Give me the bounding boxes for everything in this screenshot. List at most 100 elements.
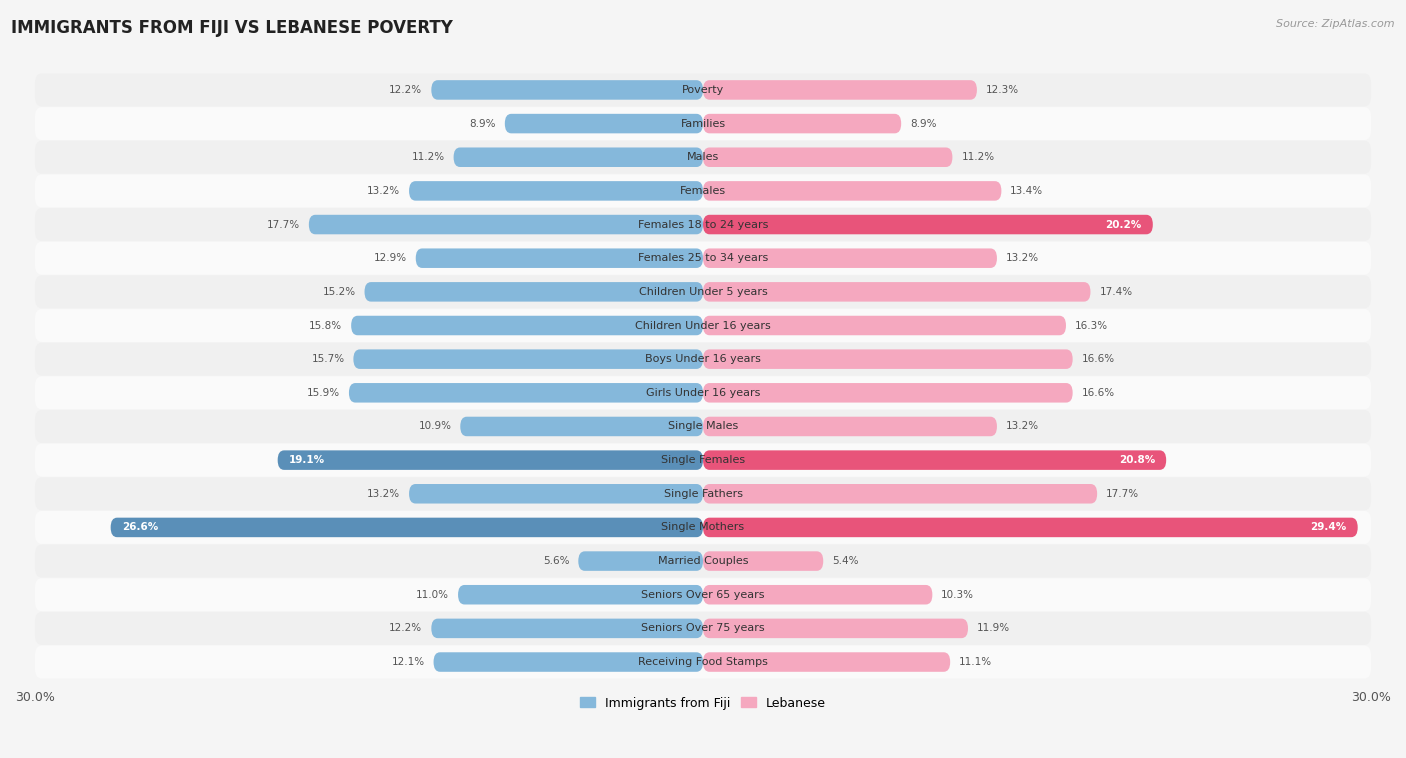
FancyBboxPatch shape [703, 383, 1073, 402]
Text: 5.4%: 5.4% [832, 556, 859, 566]
Text: 17.4%: 17.4% [1099, 287, 1132, 297]
Text: 12.1%: 12.1% [391, 657, 425, 667]
Text: 15.2%: 15.2% [322, 287, 356, 297]
Text: 12.2%: 12.2% [389, 85, 422, 95]
FancyBboxPatch shape [703, 215, 1153, 234]
FancyBboxPatch shape [364, 282, 703, 302]
FancyBboxPatch shape [703, 551, 824, 571]
Text: Children Under 5 years: Children Under 5 years [638, 287, 768, 297]
Text: 17.7%: 17.7% [1107, 489, 1139, 499]
FancyBboxPatch shape [35, 275, 1371, 309]
Text: Families: Families [681, 118, 725, 129]
FancyBboxPatch shape [35, 141, 1371, 174]
FancyBboxPatch shape [578, 551, 703, 571]
Text: Married Couples: Married Couples [658, 556, 748, 566]
Text: 12.3%: 12.3% [986, 85, 1019, 95]
FancyBboxPatch shape [277, 450, 703, 470]
FancyBboxPatch shape [703, 417, 997, 436]
FancyBboxPatch shape [35, 309, 1371, 342]
Text: 11.9%: 11.9% [977, 623, 1010, 634]
Text: 5.6%: 5.6% [543, 556, 569, 566]
Text: 17.7%: 17.7% [267, 220, 299, 230]
Text: Source: ZipAtlas.com: Source: ZipAtlas.com [1277, 19, 1395, 29]
Text: 10.9%: 10.9% [419, 421, 451, 431]
Text: 11.0%: 11.0% [416, 590, 449, 600]
Text: 13.2%: 13.2% [367, 186, 401, 196]
Text: 26.6%: 26.6% [122, 522, 157, 532]
FancyBboxPatch shape [703, 148, 952, 167]
FancyBboxPatch shape [35, 107, 1371, 140]
Text: IMMIGRANTS FROM FIJI VS LEBANESE POVERTY: IMMIGRANTS FROM FIJI VS LEBANESE POVERTY [11, 19, 453, 37]
FancyBboxPatch shape [35, 612, 1371, 645]
FancyBboxPatch shape [349, 383, 703, 402]
FancyBboxPatch shape [432, 80, 703, 100]
Text: 16.6%: 16.6% [1081, 354, 1115, 364]
FancyBboxPatch shape [35, 544, 1371, 578]
Text: Single Mothers: Single Mothers [661, 522, 745, 532]
FancyBboxPatch shape [35, 478, 1371, 510]
Text: 15.8%: 15.8% [309, 321, 342, 330]
Text: Females: Females [681, 186, 725, 196]
Text: 13.2%: 13.2% [367, 489, 401, 499]
Text: 20.8%: 20.8% [1119, 455, 1156, 465]
FancyBboxPatch shape [35, 208, 1371, 241]
Text: 15.7%: 15.7% [311, 354, 344, 364]
Text: 13.2%: 13.2% [1005, 253, 1039, 263]
FancyBboxPatch shape [409, 484, 703, 503]
Text: 12.9%: 12.9% [374, 253, 406, 263]
Text: 16.3%: 16.3% [1076, 321, 1108, 330]
Text: Girls Under 16 years: Girls Under 16 years [645, 388, 761, 398]
FancyBboxPatch shape [35, 343, 1371, 376]
Text: 29.4%: 29.4% [1310, 522, 1347, 532]
Text: 13.2%: 13.2% [1005, 421, 1039, 431]
Text: Children Under 16 years: Children Under 16 years [636, 321, 770, 330]
FancyBboxPatch shape [35, 410, 1371, 443]
FancyBboxPatch shape [35, 174, 1371, 208]
Text: 12.2%: 12.2% [389, 623, 422, 634]
FancyBboxPatch shape [432, 619, 703, 638]
FancyBboxPatch shape [416, 249, 703, 268]
FancyBboxPatch shape [35, 74, 1371, 106]
FancyBboxPatch shape [703, 349, 1073, 369]
Text: 8.9%: 8.9% [470, 118, 496, 129]
FancyBboxPatch shape [703, 484, 1097, 503]
Text: Boys Under 16 years: Boys Under 16 years [645, 354, 761, 364]
FancyBboxPatch shape [454, 148, 703, 167]
FancyBboxPatch shape [703, 282, 1091, 302]
FancyBboxPatch shape [703, 619, 967, 638]
FancyBboxPatch shape [703, 450, 1166, 470]
FancyBboxPatch shape [703, 80, 977, 100]
FancyBboxPatch shape [703, 316, 1066, 335]
Text: 8.9%: 8.9% [910, 118, 936, 129]
Text: 11.2%: 11.2% [412, 152, 444, 162]
FancyBboxPatch shape [35, 242, 1371, 274]
Text: 16.6%: 16.6% [1081, 388, 1115, 398]
FancyBboxPatch shape [703, 585, 932, 604]
Text: 11.1%: 11.1% [959, 657, 993, 667]
FancyBboxPatch shape [703, 249, 997, 268]
FancyBboxPatch shape [111, 518, 703, 537]
FancyBboxPatch shape [458, 585, 703, 604]
Text: Single Males: Single Males [668, 421, 738, 431]
FancyBboxPatch shape [703, 114, 901, 133]
Text: Single Females: Single Females [661, 455, 745, 465]
Text: Females 25 to 34 years: Females 25 to 34 years [638, 253, 768, 263]
FancyBboxPatch shape [353, 349, 703, 369]
Text: 11.2%: 11.2% [962, 152, 994, 162]
FancyBboxPatch shape [505, 114, 703, 133]
Text: 10.3%: 10.3% [941, 590, 974, 600]
Text: 13.4%: 13.4% [1011, 186, 1043, 196]
FancyBboxPatch shape [35, 646, 1371, 678]
Text: Seniors Over 65 years: Seniors Over 65 years [641, 590, 765, 600]
FancyBboxPatch shape [35, 578, 1371, 611]
FancyBboxPatch shape [433, 653, 703, 672]
FancyBboxPatch shape [309, 215, 703, 234]
Text: Receiving Food Stamps: Receiving Food Stamps [638, 657, 768, 667]
Text: 15.9%: 15.9% [307, 388, 340, 398]
Text: 20.2%: 20.2% [1105, 220, 1142, 230]
FancyBboxPatch shape [35, 376, 1371, 409]
FancyBboxPatch shape [703, 181, 1001, 201]
Text: Females 18 to 24 years: Females 18 to 24 years [638, 220, 768, 230]
FancyBboxPatch shape [703, 518, 1358, 537]
FancyBboxPatch shape [460, 417, 703, 436]
